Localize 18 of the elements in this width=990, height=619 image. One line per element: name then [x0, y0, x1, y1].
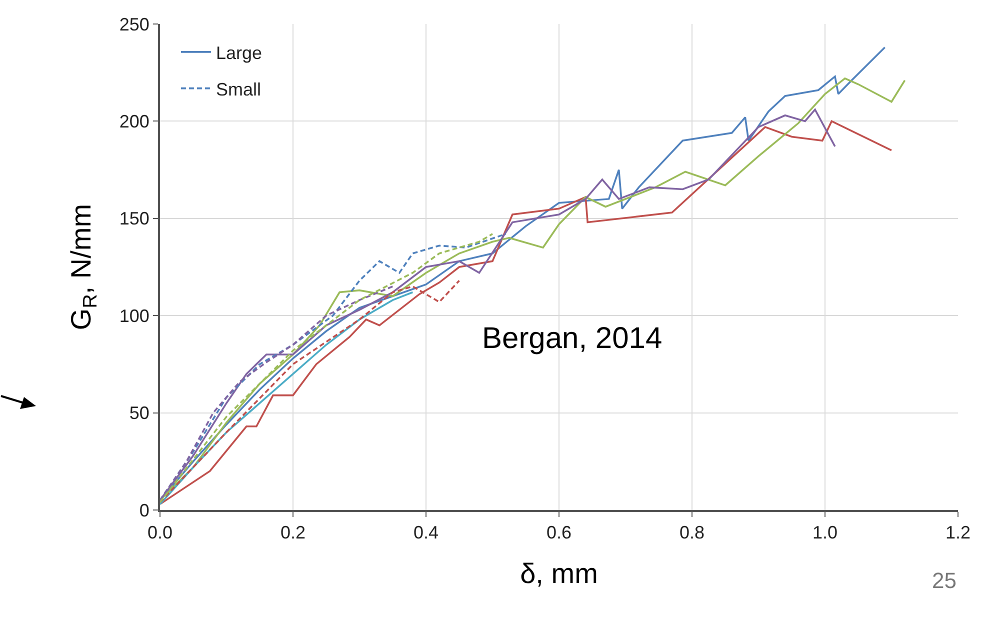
x-tick-label: 0.2: [280, 522, 306, 543]
y-tick-label: 250: [119, 14, 150, 34]
text: 25: [932, 568, 956, 593]
y-tick-label: 150: [119, 208, 150, 229]
x-axis-title: δ, mm: [520, 558, 598, 590]
x-tick-label: 1.0: [812, 522, 838, 543]
x-tick-label: 0.4: [413, 522, 439, 543]
x-tick-label: 0.6: [546, 522, 572, 543]
x-tick-label: 0.0: [147, 522, 173, 543]
y-tick-label: 200: [119, 112, 150, 132]
annotation: Bergan, 2014: [482, 322, 662, 355]
legend-label: Large: [216, 42, 262, 63]
y-tick-label: 50: [129, 403, 150, 424]
legend-label: Small: [216, 79, 261, 100]
y-tick-label: 100: [119, 306, 150, 326]
y-tick-label: 0: [139, 500, 150, 520]
x-tick-label: 1.2: [945, 522, 971, 543]
x-tick-label: 0.8: [679, 522, 705, 543]
